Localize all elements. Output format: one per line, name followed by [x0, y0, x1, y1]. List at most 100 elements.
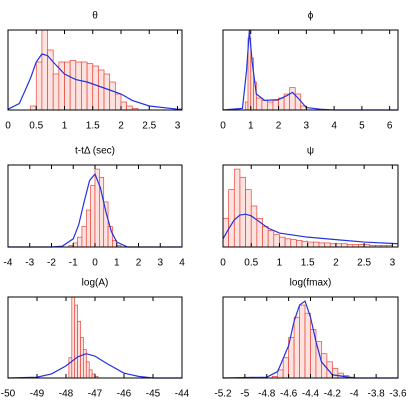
histogram-bar [88, 369, 93, 379]
x-tick-label: 0.5 [29, 121, 43, 132]
x-tick-label: 0 [5, 121, 11, 132]
x-tick-label: -4 [4, 258, 13, 269]
histogram-bar [30, 105, 37, 111]
x-tick-label: -3.6 [389, 389, 407, 400]
x-tick-label: -5.2 [214, 389, 232, 400]
density-curve [7, 353, 182, 379]
x-tick-label: 3 [175, 121, 181, 132]
panel-title: ϕ [308, 11, 314, 22]
x-tick-label: 4 [179, 258, 185, 269]
histogram-bar [255, 97, 263, 111]
x-tick-label: -4.2 [324, 389, 342, 400]
histogram-bar [64, 61, 71, 111]
histogram-bar [304, 312, 311, 379]
x-tick-label: -1 [69, 258, 78, 269]
panel-title: log(A) [82, 278, 109, 289]
histogram-bar [69, 60, 77, 111]
density-curve [222, 29, 398, 111]
histogram-bar [267, 101, 274, 111]
histogram-bar [233, 168, 241, 248]
x-tick-label: 0.5 [244, 258, 258, 269]
histogram-bar [74, 304, 78, 379]
histogram-bar [68, 357, 73, 379]
histogram-bar [299, 304, 306, 379]
x-tick-label: 2.5 [142, 121, 156, 132]
histogram-bar [85, 361, 90, 379]
x-tick-label: 1 [248, 121, 254, 132]
histogram-bar [71, 296, 76, 379]
x-tick-label: 2 [118, 121, 124, 132]
x-tick-label: 6 [387, 121, 393, 132]
histogram-bar [244, 101, 249, 111]
x-tick-label: -4.6 [280, 389, 298, 400]
histogram-bar [282, 357, 289, 379]
x-tick-label: 1 [277, 258, 283, 269]
histogram-bar [126, 105, 133, 111]
x-tick-label: -47 [88, 389, 103, 400]
histogram-bar [103, 73, 111, 111]
x-tick-label: 2 [276, 121, 282, 132]
histogram-bar [90, 185, 96, 248]
panel-title: t-tΔ (sec) [75, 146, 115, 157]
histogram-bar [81, 226, 87, 248]
histogram-bar [81, 61, 88, 111]
x-tick-label: 1.5 [86, 121, 100, 132]
x-tick-label: 1 [114, 258, 120, 269]
x-tick-label: 5 [359, 121, 365, 132]
histogram-bar [75, 61, 82, 111]
plot-frame [7, 29, 183, 111]
x-tick-label: -45 [146, 389, 161, 400]
x-tick-label: 2.5 [357, 258, 371, 269]
histogram-bar [293, 316, 300, 379]
histogram-bar [332, 367, 339, 379]
histogram-bar [52, 73, 60, 111]
histogram-bar [289, 87, 296, 111]
histogram-bar [98, 69, 105, 111]
histogram-bar [324, 242, 331, 248]
histogram-bar [272, 100, 279, 111]
x-tick-label: 3 [157, 258, 163, 269]
histogram-bar [35, 61, 43, 111]
plot-frame [222, 164, 399, 248]
panel-title: θ [92, 11, 98, 22]
histogram-bar [262, 226, 269, 248]
histogram-bar [296, 240, 303, 248]
x-tick-label: -46 [117, 389, 132, 400]
x-tick-label: -48 [59, 389, 74, 400]
plot-frame [222, 29, 399, 111]
x-tick-label: 0 [220, 258, 226, 269]
panel-title: log(fmax) [290, 278, 332, 289]
histogram-bar [120, 101, 127, 111]
x-tick-label: -4.8 [258, 389, 276, 400]
histogram-bar [85, 209, 92, 248]
histogram-bar [114, 93, 122, 111]
x-tick-label: 0 [220, 121, 226, 132]
x-tick-label: -4 [350, 389, 359, 400]
x-tick-label: 1.5 [301, 258, 315, 269]
x-tick-label: -5 [240, 389, 249, 400]
x-tick-label: 2 [136, 258, 142, 269]
histogram-bar [312, 241, 320, 248]
histogram-bar [86, 63, 94, 111]
histogram-bar [245, 189, 252, 248]
x-tick-label: -3.8 [368, 389, 386, 400]
density-curve [7, 53, 182, 110]
x-tick-label: -4.4 [302, 389, 320, 400]
histogram-bar [267, 230, 275, 248]
histogram-bar [109, 81, 116, 111]
histogram-bar [77, 236, 83, 248]
x-tick-label: 3 [390, 258, 396, 269]
histogram-bar [273, 234, 280, 248]
plot-frame [7, 296, 183, 379]
histogram-bar [279, 236, 286, 248]
histogram-bar [261, 100, 268, 111]
histogram-bar [318, 242, 325, 248]
x-tick-label: 1 [62, 121, 68, 132]
density-curve [222, 213, 399, 245]
x-tick-label: 0 [92, 258, 98, 269]
histogram-bar [307, 241, 314, 248]
x-tick-label: -3 [25, 258, 34, 269]
histogram-bar [103, 201, 109, 248]
